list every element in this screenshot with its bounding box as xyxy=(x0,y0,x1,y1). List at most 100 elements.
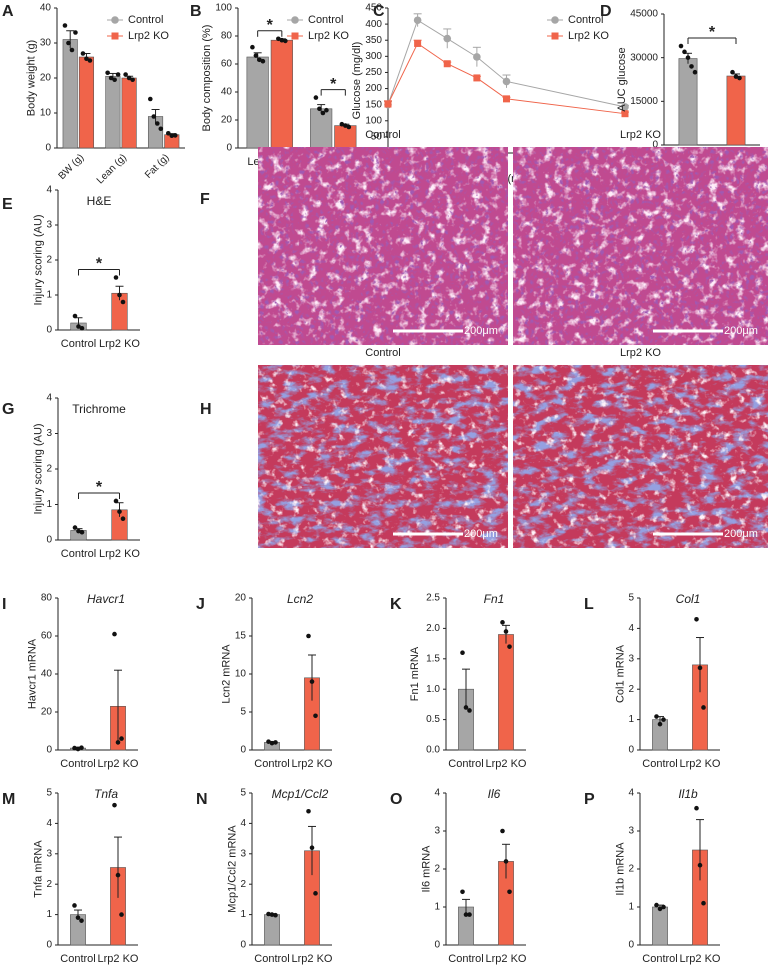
data-point xyxy=(701,900,706,906)
panel-letter: F xyxy=(200,191,210,208)
data-point xyxy=(467,912,472,917)
y-tick-label: 80 xyxy=(221,31,233,42)
data-point xyxy=(72,745,77,751)
y-axis-label: Havcr1 mRNA xyxy=(27,638,39,709)
micrograph-texture xyxy=(258,365,508,548)
y-tick-label: 1 xyxy=(434,902,440,913)
y-axis-label: Tnfa mRNA xyxy=(32,840,44,898)
panel-letter: A xyxy=(2,3,14,20)
panel-letter: D xyxy=(600,3,612,20)
y-tick-label: 1.5 xyxy=(426,653,440,664)
y-tick-label: 80 xyxy=(41,593,53,604)
x-tick-label: Lrp2 KO xyxy=(99,338,140,350)
y-tick-label: 1 xyxy=(240,909,246,920)
data-point xyxy=(692,69,698,75)
data-point xyxy=(306,633,311,639)
bar xyxy=(310,108,333,149)
y-tick-label: 2 xyxy=(628,684,634,695)
micrograph-texture xyxy=(513,365,768,548)
data-point xyxy=(339,121,345,127)
data-point xyxy=(119,912,124,917)
data-point xyxy=(266,739,271,744)
y-tick-label: 100 xyxy=(365,115,382,126)
data-point xyxy=(414,39,422,47)
legend-label: Lrp2 KO xyxy=(128,30,169,42)
data-point xyxy=(130,77,135,83)
y-tick-label: 5 xyxy=(240,707,246,718)
data-point xyxy=(76,528,81,534)
y-tick-label: 10 xyxy=(235,669,247,680)
data-point xyxy=(62,23,68,28)
panel-letter: E xyxy=(2,196,13,213)
data-point xyxy=(120,299,126,305)
scale-bar-label: 200μm xyxy=(464,528,498,540)
panel-letter: L xyxy=(584,596,594,613)
y-axis-label: Body weight (g) xyxy=(26,40,38,116)
y-tick-label: 3 xyxy=(628,826,634,837)
y-tick-label: 3 xyxy=(46,848,52,859)
y-tick-label: 5 xyxy=(628,593,634,604)
x-tick-label: Control xyxy=(61,548,96,560)
x-tick-label: Control xyxy=(448,758,483,770)
data-point xyxy=(500,828,505,834)
image-label: Lrp2 KO xyxy=(620,129,661,141)
y-axis-label: Il6 mRNA xyxy=(420,845,432,893)
data-point xyxy=(79,325,85,331)
data-point xyxy=(313,891,318,896)
data-point xyxy=(120,516,126,521)
bar xyxy=(498,634,514,751)
y-axis-label: AUC glucose xyxy=(616,47,628,111)
data-point xyxy=(154,121,160,126)
y-tick-label: 50 xyxy=(371,132,383,143)
chart-title: Il1b xyxy=(678,787,698,801)
y-tick-label: 200 xyxy=(365,83,382,94)
y-tick-label: 0 xyxy=(628,940,634,951)
data-point xyxy=(87,58,93,63)
x-tick-label: Fat (g) xyxy=(143,152,172,181)
data-point xyxy=(657,721,663,727)
y-tick-label: 10 xyxy=(40,108,52,119)
y-tick-label: 0 xyxy=(45,143,51,154)
y-tick-label: 4 xyxy=(628,788,634,799)
data-point xyxy=(309,845,315,851)
significance: * xyxy=(267,17,274,34)
y-tick-label: 2.5 xyxy=(426,593,440,604)
data-point xyxy=(473,74,481,82)
data-point xyxy=(253,53,259,58)
data-point xyxy=(283,38,288,44)
data-point xyxy=(260,58,266,64)
x-tick-label: Lrp2 KO xyxy=(99,548,140,560)
chart-title: H&E xyxy=(87,194,112,208)
data-point xyxy=(115,740,121,745)
panel-letter: H xyxy=(200,401,212,418)
significance: * xyxy=(330,76,337,93)
data-point xyxy=(697,665,703,671)
data-point xyxy=(108,75,114,81)
y-tick-label: 0 xyxy=(46,535,52,546)
data-point xyxy=(682,49,687,55)
y-tick-label: 15 xyxy=(235,631,247,642)
y-axis-label: Body composition (%) xyxy=(201,25,213,132)
y-tick-label: 20 xyxy=(235,593,247,604)
y-tick-label: 250 xyxy=(365,67,382,78)
scale-bar-label: 200μm xyxy=(724,528,758,540)
data-point xyxy=(313,713,318,719)
y-tick-label: 350 xyxy=(365,35,382,46)
y-tick-label: 3 xyxy=(240,848,246,859)
y-tick-label: 450 xyxy=(365,3,382,14)
data-point xyxy=(463,705,469,710)
data-point xyxy=(313,95,319,100)
y-tick-label: 20 xyxy=(41,707,53,718)
y-tick-label: 60 xyxy=(41,631,53,642)
legend-marker xyxy=(291,32,299,40)
y-tick-label: 4 xyxy=(240,818,246,829)
data-point xyxy=(117,292,122,298)
y-tick-label: 40 xyxy=(41,669,53,680)
x-tick-label: Lrp2 KO xyxy=(680,953,721,965)
x-tick-label: Lrp2 KO xyxy=(680,758,721,770)
significance: * xyxy=(96,479,103,496)
x-tick-label: Lrp2 KO xyxy=(486,953,527,965)
y-tick-label: 45000 xyxy=(630,9,658,20)
y-axis-label: Col1 mRNA xyxy=(614,644,626,703)
